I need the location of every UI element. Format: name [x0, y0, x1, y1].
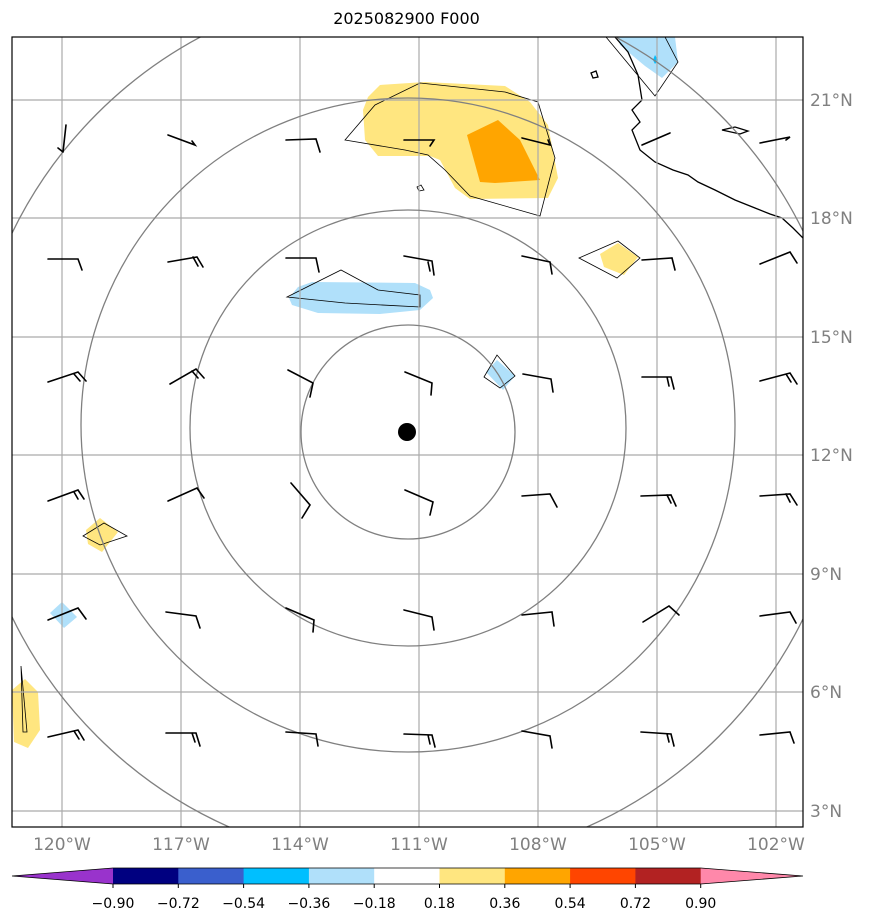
- range-rings: [12, 37, 803, 827]
- longitude-labels: 120°W 117°W 114°W 111°W 108°W 105°W 102°…: [33, 835, 805, 855]
- lon-label: 117°W: [152, 835, 210, 855]
- colorbar-tick-label: 0.90: [685, 896, 716, 912]
- latitude-labels: 21°N 18°N 15°N 12°N 9°N 6°N 3°N: [810, 91, 853, 822]
- map-plot: [12, 37, 803, 827]
- lat-label: 21°N: [810, 91, 853, 111]
- coastline: [590, 37, 803, 239]
- lat-label: 6°N: [810, 683, 842, 703]
- map-title: 2025082900 F000: [333, 9, 480, 28]
- lon-label: 105°W: [628, 835, 686, 855]
- colorbar-segment: [635, 868, 702, 884]
- colorbar-tick-label: −0.54: [222, 896, 265, 912]
- lon-label: 114°W: [271, 835, 329, 855]
- lon-label: 111°W: [390, 835, 448, 855]
- lat-label: 9°N: [810, 565, 842, 585]
- colorbar-segment: [243, 868, 310, 884]
- colorbar-segment: [374, 868, 440, 884]
- colorbar-segment: [570, 868, 636, 884]
- positive-anomaly-core: [467, 120, 540, 183]
- colorbar-tick-label: −0.18: [353, 896, 396, 912]
- lon-label: 108°W: [509, 835, 567, 855]
- colorbar-tick-label: −0.72: [157, 896, 200, 912]
- colorbar-extend-low: [12, 868, 113, 884]
- colorbar: −0.90 −0.72 −0.54 −0.36 −0.18 0.18 0.36 0.54 0.7…: [11, 867, 804, 912]
- colorbar-tick-label: −0.36: [287, 896, 330, 912]
- colorbar-segment: [308, 868, 375, 884]
- lon-label: 102°W: [747, 835, 805, 855]
- colorbar-segment: [178, 868, 245, 884]
- lat-label: 3°N: [810, 802, 842, 822]
- negative-anomaly-center: [289, 282, 433, 314]
- positive-anomaly-east: [600, 243, 638, 275]
- lat-label: 18°N: [810, 209, 853, 229]
- colorbar-segment: [439, 868, 506, 884]
- colorbar-tick-label: 0.72: [620, 896, 651, 912]
- colorbar-tick-label: 0.54: [555, 896, 586, 912]
- colorbar-extend-high: [700, 868, 803, 884]
- map-frame: [11, 36, 804, 828]
- lon-label: 120°W: [33, 835, 91, 855]
- contour-outlines: [20, 37, 679, 733]
- colorbar-tick-label: −0.90: [92, 896, 135, 912]
- colorbar-segment: [504, 868, 571, 884]
- graticule: [12, 37, 803, 827]
- colorbar-tick-label: 0.36: [489, 896, 520, 912]
- lat-label: 12°N: [810, 446, 853, 466]
- shaded-field: [12, 37, 678, 748]
- lat-label: 15°N: [810, 328, 853, 348]
- storm-center-marker: [398, 423, 416, 441]
- wind-barbs: [47, 124, 798, 749]
- colorbar-segment: [113, 868, 179, 884]
- colorbar-tick-label: 0.18: [424, 896, 455, 912]
